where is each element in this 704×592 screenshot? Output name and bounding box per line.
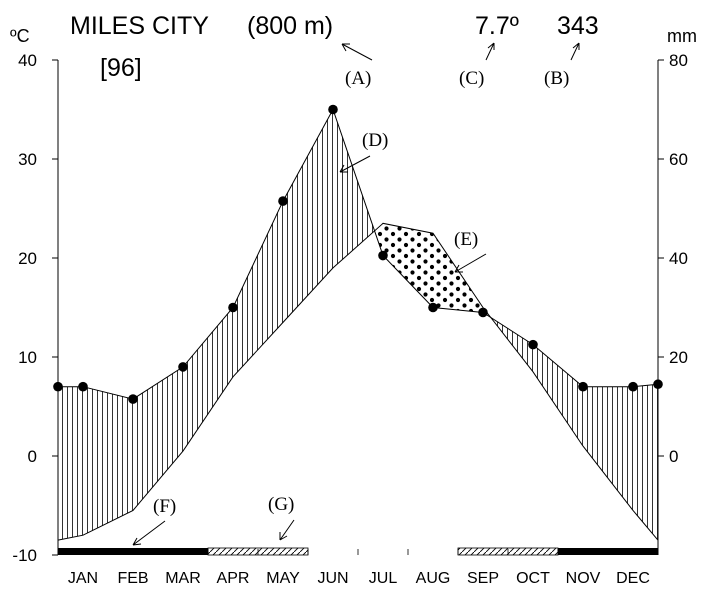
annotation-e: (E) [454, 229, 478, 250]
annotation-b: (B) [544, 68, 569, 89]
month-label: DEC [616, 570, 650, 587]
month-label: FEB [117, 570, 148, 587]
left-tick-label: 0 [28, 447, 37, 466]
mean-annual-temperature: 7.7º [475, 12, 519, 40]
humid-area [58, 109, 375, 541]
right-tick-label: 20 [669, 348, 688, 367]
month-label: APR [217, 570, 250, 587]
annotation-g: (G) [268, 494, 294, 515]
arrow-a [341, 43, 373, 61]
right-axis-unit: mm [667, 26, 697, 46]
precipitation-point [578, 381, 588, 392]
annotation-f: (F) [153, 496, 176, 517]
right-tick-label: 60 [669, 150, 688, 169]
month-label: NOV [566, 570, 601, 587]
precipitation-point [228, 302, 238, 313]
right-tick-label: 40 [669, 249, 688, 268]
precipitation-point [378, 250, 388, 261]
month-label: OCT [516, 570, 550, 587]
arrow-e [454, 253, 487, 273]
frost-bar-certain [558, 548, 658, 555]
arid-area [374, 223, 491, 318]
precipitation-point [53, 381, 63, 392]
humid-area [490, 317, 658, 541]
chart-title: MILES CITY [70, 12, 209, 40]
annotation-a: (A) [345, 68, 371, 89]
annotation-d: (D) [362, 130, 388, 151]
precipitation-points [53, 104, 663, 404]
arrow-f [132, 520, 166, 546]
precipitation-point [528, 339, 538, 350]
left-tick-label: 30 [18, 150, 37, 169]
precipitation-point [478, 307, 488, 318]
frost-bar-probable [207, 547, 309, 556]
month-labels: JAN FEB MAR APR MAY JUN JUL AUG SEP OCT NOV DEC [68, 570, 650, 587]
precipitation-point [178, 362, 188, 372]
arrow-c [485, 42, 495, 61]
annotation-c: (C) [459, 68, 484, 89]
frost-bar-certain [58, 548, 208, 555]
arrow-b [570, 42, 580, 61]
left-tick-label: 40 [18, 51, 37, 70]
elevation-label: (800 m) [247, 12, 333, 40]
annotation-arrows [132, 42, 580, 546]
temperature-line [57, 222, 659, 541]
precipitation-point [328, 104, 338, 115]
precipitation-point [78, 381, 88, 392]
month-label: JAN [68, 570, 98, 587]
month-label: SEP [467, 570, 499, 587]
precipitation-point [653, 379, 663, 390]
left-tick-label: 20 [18, 249, 37, 268]
month-label: AUG [416, 570, 451, 587]
right-tick-label: 0 [669, 447, 678, 466]
left-tick-label: -10 [12, 546, 37, 565]
month-label: MAR [165, 570, 201, 587]
left-axis-unit: ºC [10, 26, 30, 46]
frost-bars [58, 547, 658, 556]
arrow-d [339, 155, 371, 173]
month-label: JUN [317, 570, 348, 587]
month-label: MAY [266, 570, 300, 587]
shaded-areas [58, 109, 658, 541]
left-tick-label: 10 [18, 348, 37, 367]
annual-precipitation: 343 [557, 12, 599, 40]
right-tick-label: 80 [669, 51, 688, 70]
precipitation-point [428, 302, 438, 313]
month-label: JUL [369, 570, 398, 587]
precipitation-point [628, 381, 638, 392]
years-of-record: [96] [100, 54, 142, 82]
precipitation-point [128, 394, 138, 404]
precipitation-point [278, 196, 288, 206]
frost-bar-probable [457, 547, 559, 556]
arrow-g [279, 519, 295, 541]
precipitation-line [58, 108, 659, 400]
series-lines [57, 108, 659, 541]
axis-ticks: 40 30 20 10 0 -10 80 60 40 20 0 [12, 51, 688, 565]
